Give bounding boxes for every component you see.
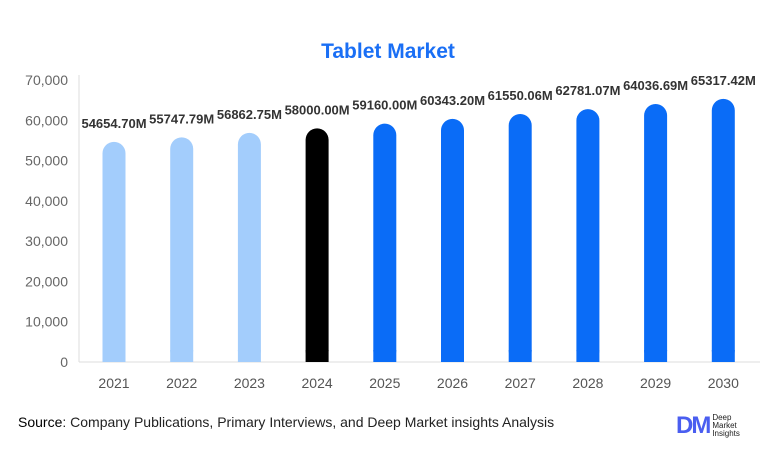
- x-tick-label: 2023: [234, 375, 265, 391]
- x-tick-label: 2021: [98, 375, 129, 391]
- y-tick-label: 10,000: [25, 314, 68, 330]
- data-label: 65317.42M: [691, 73, 756, 88]
- bar-base: [576, 350, 600, 362]
- y-tick-label: 60,000: [25, 112, 68, 128]
- bar-base: [305, 350, 329, 362]
- y-tick-label: 50,000: [25, 153, 68, 169]
- data-label: 60343.20M: [420, 93, 485, 108]
- bar: [373, 123, 397, 363]
- data-label: 64036.69M: [623, 78, 688, 93]
- bar: [237, 132, 261, 362]
- source-note: Source: Company Publications, Primary In…: [18, 414, 554, 430]
- bar: [711, 98, 735, 362]
- data-label: 54654.70M: [81, 116, 146, 131]
- bar-base: [373, 350, 397, 362]
- data-label: 56862.75M: [217, 107, 282, 122]
- y-tick-label: 20,000: [25, 273, 68, 289]
- logo-mark: DM: [676, 412, 711, 439]
- bar-base: [237, 350, 261, 362]
- bar: [576, 109, 600, 363]
- x-tick-label: 2022: [166, 375, 197, 391]
- x-tick-label: 2026: [437, 375, 468, 391]
- logo-text: Deep Market Insights: [712, 413, 740, 438]
- x-tick-label: 2024: [302, 375, 333, 391]
- data-label: 61550.06M: [488, 88, 553, 103]
- y-tick-label: 40,000: [25, 193, 68, 209]
- x-tick-label: 2029: [640, 375, 671, 391]
- bar: [102, 141, 126, 362]
- y-tick-label: 30,000: [25, 233, 68, 249]
- bar-base: [508, 350, 532, 362]
- y-tick-label: 0: [60, 354, 68, 370]
- chart-title: Tablet Market: [321, 40, 455, 63]
- bar-base: [102, 350, 126, 362]
- bar: [644, 104, 668, 362]
- bar-chart: 0 10,000 20,000 30,000 40,000 50,000 60,000 70,…: [25, 72, 760, 391]
- bar: [508, 114, 532, 362]
- data-label: 55747.79M: [149, 111, 214, 126]
- data-label: 58000.00M: [285, 102, 350, 117]
- x-tick-label: 2030: [708, 375, 739, 391]
- x-tick-label: 2025: [369, 375, 400, 391]
- source-label: Source: [18, 414, 63, 430]
- bar-base: [441, 350, 464, 362]
- bar: [441, 118, 464, 362]
- y-tick-label: 70,000: [25, 72, 68, 88]
- logo: DM Deep Market Insights: [676, 412, 740, 440]
- bar-base: [711, 350, 735, 362]
- bar-base: [644, 350, 668, 362]
- data-label: 59160.00M: [352, 98, 417, 113]
- x-tick-label: 2028: [572, 375, 603, 391]
- data-label: 62781.07M: [555, 83, 620, 98]
- bar: [305, 128, 329, 362]
- x-tick-label: 2027: [505, 375, 536, 391]
- bar: [170, 137, 194, 362]
- source-text: : Company Publications, Primary Intervie…: [62, 414, 555, 430]
- bar-base: [170, 350, 194, 362]
